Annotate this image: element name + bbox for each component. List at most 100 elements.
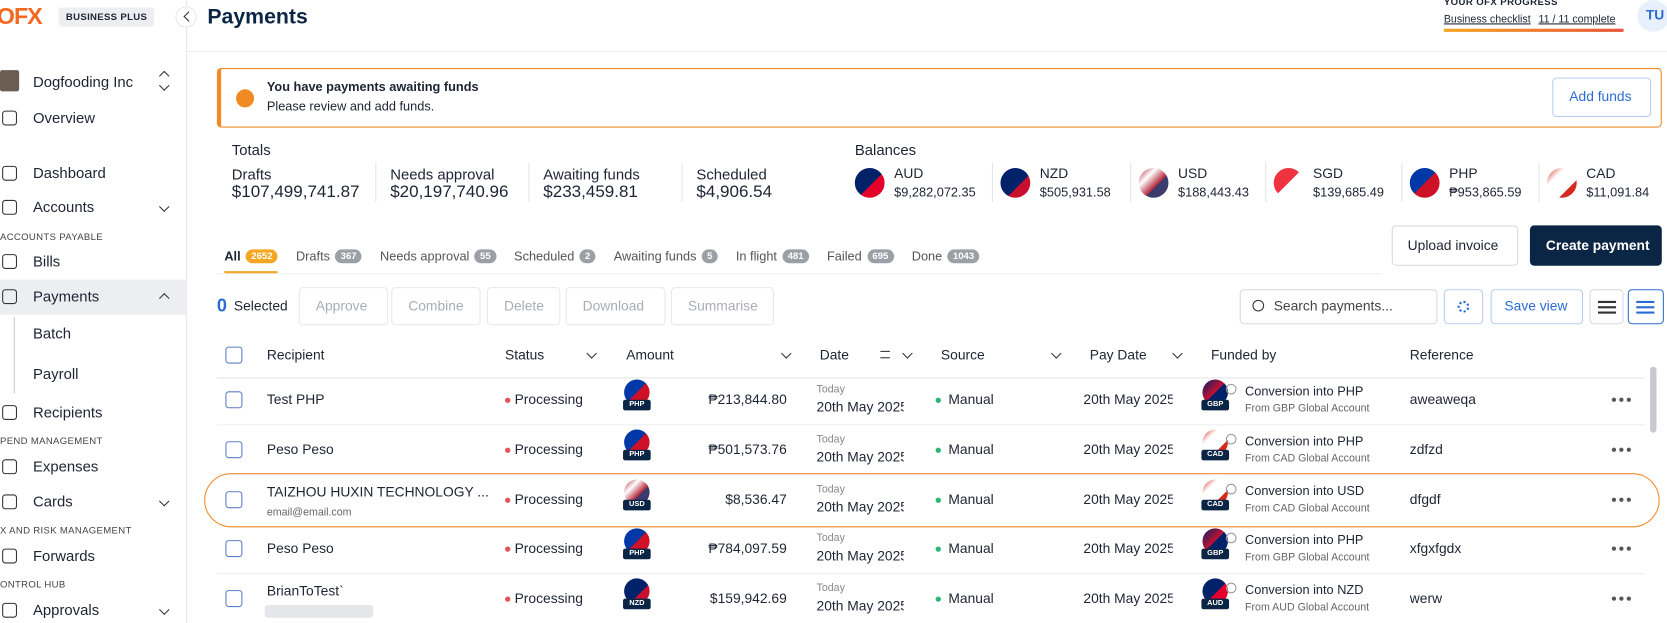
progress-label[interactable]: Business checklist — [1443, 13, 1531, 26]
tab-label[interactable]: All — [224, 248, 241, 264]
add-funds-button[interactable] — [1552, 77, 1652, 117]
row-border — [216, 424, 1645, 426]
more-dot[interactable] — [1626, 497, 1631, 502]
nav-icon — [2, 289, 18, 305]
toolbar-button[interactable] — [298, 287, 389, 326]
column-header[interactable]: Status — [505, 346, 545, 363]
recipient[interactable]: TAIZHOU HUXIN TECHNOLOGY ... — [266, 483, 489, 500]
upload-invoice-button[interactable] — [1391, 225, 1519, 266]
nav-icon — [2, 602, 18, 618]
recipient[interactable]: Test PHP — [266, 391, 325, 408]
currency-badge — [1201, 449, 1230, 461]
nav-item[interactable]: Cards — [32, 492, 73, 510]
total-label: Drafts — [231, 165, 272, 183]
status-dot — [505, 596, 511, 602]
toolbar-button-label[interactable]: Approve — [315, 297, 368, 314]
toolbar-button[interactable] — [486, 287, 561, 326]
convert-icon — [1225, 383, 1237, 395]
recipient[interactable]: Peso Peso — [266, 540, 334, 557]
more-dot[interactable] — [1626, 596, 1631, 601]
source-dot — [935, 497, 941, 503]
nav-item[interactable]: Accounts — [32, 198, 95, 216]
view-icon-line — [1636, 306, 1655, 309]
add-funds-label[interactable]: Add funds — [1569, 88, 1632, 105]
column-header[interactable]: Amount — [626, 346, 674, 363]
settings-button[interactable] — [1443, 289, 1484, 325]
checkbox[interactable] — [225, 391, 243, 409]
tab-label[interactable]: Failed — [826, 248, 862, 264]
tab-count: 2 — [579, 249, 596, 264]
more-dot[interactable] — [1626, 546, 1631, 552]
nav-item[interactable]: Approvals — [32, 601, 100, 619]
more-dot[interactable] — [1619, 497, 1624, 502]
more-dot[interactable] — [1611, 497, 1617, 502]
save-view-button[interactable] — [1490, 289, 1584, 325]
more-dot[interactable] — [1619, 546, 1624, 552]
nav-item[interactable]: Recipients — [32, 403, 103, 421]
list-view-button[interactable] — [1589, 289, 1624, 325]
column-header[interactable]: Reference — [1409, 346, 1474, 363]
recipient[interactable]: Peso Peso — [266, 441, 334, 458]
toolbar-button[interactable] — [670, 287, 775, 326]
balance-amount: ₱953,865.59 — [1449, 184, 1522, 200]
toolbar-button-label[interactable]: Download — [582, 297, 645, 314]
tab-label[interactable]: Awaiting funds — [613, 248, 697, 264]
nav-item[interactable]: Batch — [32, 324, 72, 342]
recipient[interactable]: BrianToTest` — [266, 583, 344, 599]
column-header[interactable]: Recipient — [266, 346, 325, 363]
nav-item[interactable]: Expenses — [32, 457, 99, 475]
source: Manual — [948, 441, 994, 458]
nav-item[interactable]: Payments — [32, 287, 100, 305]
tab-label[interactable]: Needs approval — [380, 248, 470, 264]
checkbox[interactable] — [225, 441, 243, 459]
column-header[interactable]: Pay Date — [1089, 346, 1147, 363]
create-payment-label[interactable]: Create payment — [1545, 237, 1650, 254]
checkbox[interactable] — [225, 590, 243, 608]
more-dot[interactable] — [1626, 447, 1631, 452]
toolbar-button[interactable] — [565, 287, 666, 326]
nav-item[interactable]: Payroll — [32, 365, 79, 383]
more-dot[interactable] — [1611, 397, 1617, 402]
checkbox[interactable] — [225, 540, 243, 558]
toolbar-button-label[interactable]: Combine — [408, 297, 464, 314]
more-dot[interactable] — [1626, 397, 1631, 402]
column-header[interactable]: Date — [819, 346, 849, 363]
more-dot[interactable] — [1619, 397, 1624, 402]
toolbar-button[interactable] — [391, 287, 481, 326]
collapse-button[interactable] — [175, 6, 197, 28]
view-icon-line — [1597, 306, 1617, 309]
upload-invoice-label[interactable]: Upload invoice — [1407, 237, 1499, 254]
search-placeholder[interactable]: Search payments... — [1273, 297, 1393, 314]
save-view-label[interactable]: Save view — [1504, 297, 1568, 314]
nav-item[interactable]: Overview — [32, 109, 96, 127]
convert-icon — [1225, 582, 1237, 594]
nav-item[interactable]: Bills — [32, 252, 61, 270]
company[interactable]: Dogfooding Inc — [32, 72, 134, 90]
status: Processing — [514, 441, 583, 458]
more-dot[interactable] — [1611, 447, 1617, 452]
create-payment-button[interactable] — [1529, 225, 1662, 266]
currency-code: NZD — [629, 599, 645, 608]
avatar[interactable] — [1637, 0, 1667, 32]
tab-label[interactable]: Scheduled — [514, 248, 575, 264]
tab-label[interactable]: Done — [911, 248, 943, 264]
toolbar-button-label[interactable]: Summarise — [687, 297, 758, 314]
view-icon-line — [1597, 300, 1617, 304]
nav-item[interactable]: Dashboard — [32, 164, 106, 182]
column-header[interactable]: Funded by — [1210, 346, 1277, 363]
tab-label[interactable]: Drafts — [295, 248, 331, 264]
more-dot[interactable] — [1619, 596, 1624, 601]
more-dot[interactable] — [1611, 596, 1617, 601]
nav-item[interactable]: Forwards — [32, 547, 96, 565]
search-box[interactable] — [1239, 289, 1438, 325]
checkbox[interactable] — [225, 346, 243, 364]
tab-label[interactable]: In flight — [735, 248, 777, 264]
progress-count[interactable]: 11 / 11 complete — [1538, 13, 1616, 26]
more-dot[interactable] — [1619, 447, 1624, 452]
toolbar-button-label[interactable]: Delete — [503, 297, 544, 314]
checkbox[interactable] — [225, 490, 243, 508]
more-dot[interactable] — [1611, 546, 1617, 552]
compact-view-button[interactable] — [1627, 289, 1664, 325]
column-header[interactable]: Source — [940, 346, 985, 363]
